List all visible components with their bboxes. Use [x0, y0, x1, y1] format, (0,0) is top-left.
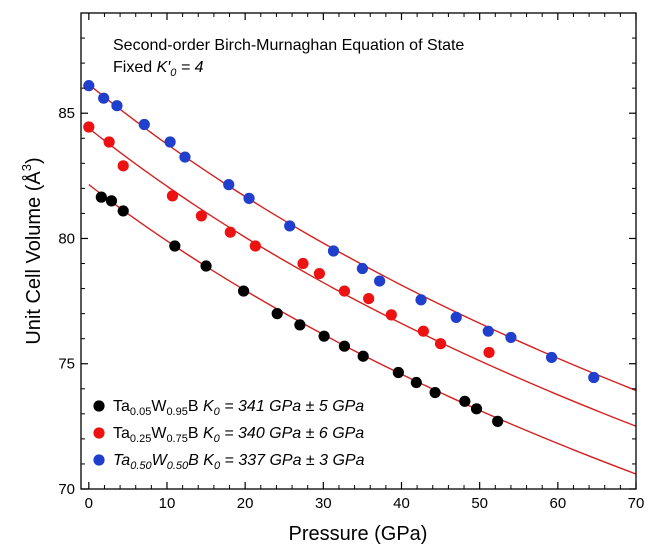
y-axis: 70 75 80 85 [58, 37, 636, 498]
legend-marker [93, 400, 105, 412]
legend: Ta0.05W0.95B K0 = 341 GPa ± 5 GPa Ta0.25W… [93, 398, 365, 472]
data-point [95, 191, 107, 203]
data-point [164, 136, 176, 148]
x-tick-label: 50 [471, 495, 488, 512]
data-point [284, 220, 296, 232]
data-point [223, 179, 235, 191]
data-points [83, 80, 600, 427]
data-point [470, 403, 483, 415]
x-tick-label: 10 [159, 495, 176, 512]
data-point [357, 350, 369, 362]
legend-label: Ta0.50W0.50B K0 = 337 GPa ± 3 GPa [113, 452, 365, 472]
data-point [195, 210, 207, 222]
data-point [249, 240, 261, 252]
data-point [169, 240, 181, 252]
annotation-line-1: Second-order Birch-Murnaghan Equation of… [113, 37, 464, 54]
x-axis-label: Pressure (GPa) [289, 523, 428, 545]
data-point [482, 325, 494, 337]
data-point [138, 118, 150, 131]
data-point [103, 136, 115, 148]
y-tick-label: 85 [58, 105, 75, 122]
annotation-line-2: Fixed K′0 = 4 [113, 59, 204, 79]
data-point [271, 308, 283, 320]
data-point [417, 325, 429, 337]
data-point [483, 346, 495, 359]
fit-curve [88, 83, 636, 392]
data-point [545, 351, 558, 364]
data-point [83, 80, 95, 92]
data-point [356, 262, 369, 275]
y-axis-label: Unit Cell Volume (Å3) [19, 157, 45, 344]
data-point [237, 285, 250, 297]
data-point [166, 190, 179, 202]
data-point [505, 331, 517, 344]
data-point [385, 309, 397, 321]
data-point [588, 371, 600, 384]
data-point [492, 415, 504, 427]
fit-curve [88, 127, 636, 427]
x-tick-label: 20 [237, 495, 254, 512]
x-axis: 0 10 20 30 40 50 60 70 [85, 13, 645, 512]
data-point [434, 338, 447, 350]
y-tick-label: 80 [58, 230, 75, 247]
legend-marker [93, 427, 105, 439]
x-tick-label: 0 [85, 495, 93, 512]
data-point [313, 267, 326, 280]
data-point [200, 260, 212, 272]
fit-curve [88, 184, 636, 475]
data-point [98, 92, 110, 104]
data-point [243, 192, 255, 204]
data-point [410, 376, 422, 389]
x-tick-label: 60 [549, 495, 566, 512]
x-tick-label: 70 [628, 495, 645, 512]
data-point [459, 395, 471, 407]
data-point [327, 245, 340, 257]
plot-frame [80, 12, 637, 490]
data-point [450, 311, 462, 323]
x-tick-label: 40 [393, 495, 410, 512]
data-point [117, 160, 129, 172]
data-point [363, 293, 375, 305]
data-point [374, 275, 386, 287]
data-point [105, 195, 118, 207]
data-point [179, 151, 191, 163]
data-point [338, 340, 351, 352]
y-tick-label: 70 [58, 481, 75, 498]
data-point [392, 366, 404, 379]
data-point [111, 100, 123, 112]
fit-curves [88, 83, 636, 475]
data-point [297, 257, 309, 270]
data-point [415, 294, 427, 306]
data-point [117, 205, 129, 217]
y-tick-label: 75 [58, 356, 75, 373]
data-point [83, 121, 95, 133]
data-point [294, 319, 306, 331]
legend-label: Ta0.25W0.75B K0 = 340 GPa ± 6 GPa [113, 425, 364, 445]
data-point [224, 226, 236, 238]
data-point [429, 386, 441, 399]
x-tick-label: 30 [315, 495, 332, 512]
data-point [338, 285, 351, 297]
legend-label: Ta0.05W0.95B K0 = 341 GPa ± 5 GPa [113, 398, 364, 418]
data-point [318, 330, 330, 342]
legend-marker [93, 454, 105, 466]
